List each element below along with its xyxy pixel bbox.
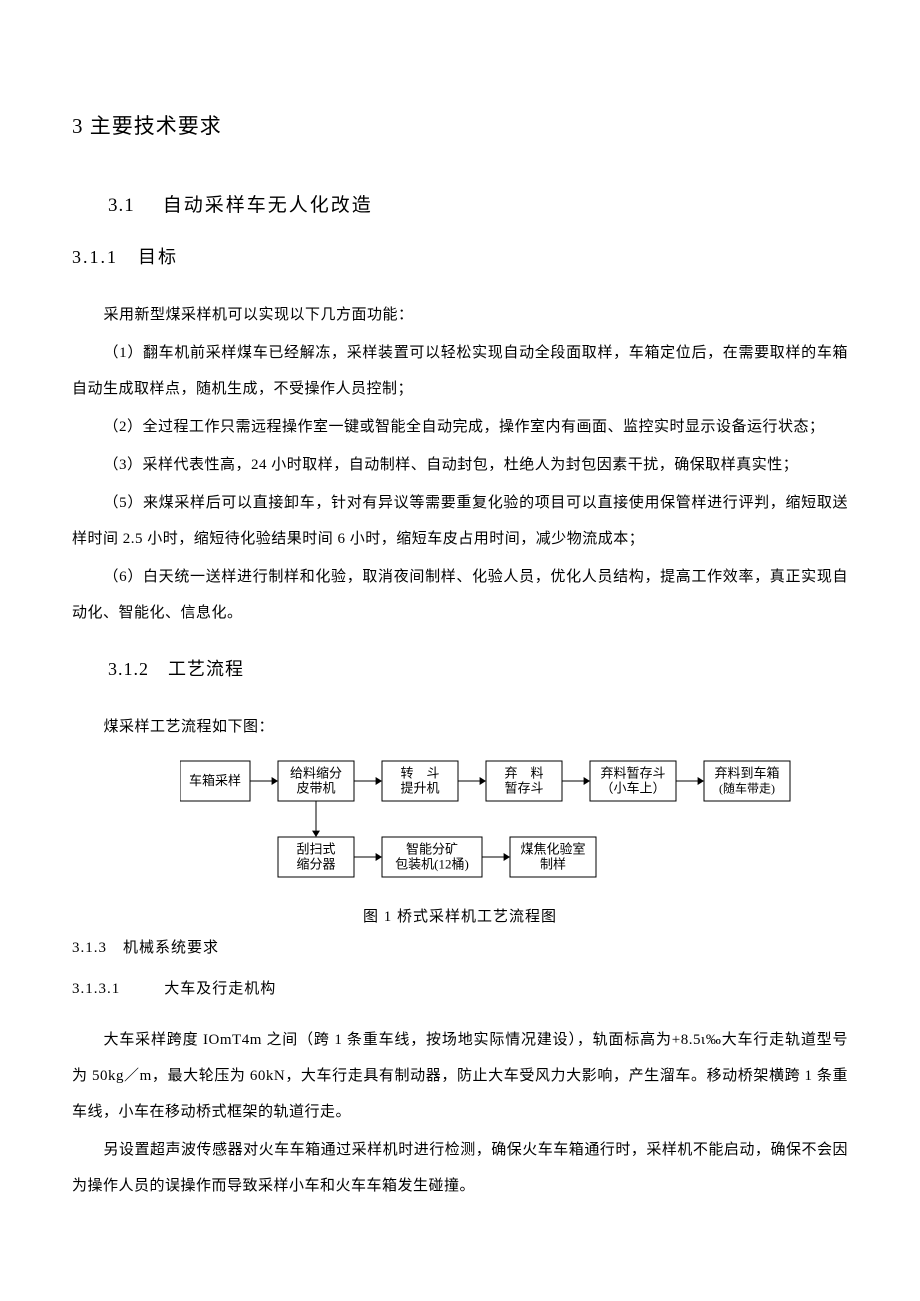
heading-3-1-3-1: 3.1.3.1 大车及行走机构 [72, 977, 848, 998]
heading-text: 自动采样车无人化改造 [163, 195, 373, 216]
flowchart-svg: 车箱采样 给料缩分皮带机 转 斗提升机 弃 料暂存斗 弃料暂存斗（小车上） 弃料到车箱(随… [180, 751, 800, 901]
heading-number: 3.1 [108, 195, 135, 217]
svg-text:包装机(12桶): 包装机(12桶) [395, 856, 469, 871]
paragraph: （3）采样代表性高，24 小时取样，自动制样、自动封包，杜绝人为封包因素干扰，确… [72, 447, 848, 483]
paragraph: 煤采样工艺流程如下图： [72, 709, 848, 745]
svg-text:车箱采样: 车箱采样 [189, 773, 241, 788]
svg-text:煤焦化验室: 煤焦化验室 [520, 841, 585, 856]
paragraph: （2）全过程工作只需远程操作室一键或智能全自动完成，操作室内有画面、监控实时显示… [72, 409, 848, 445]
heading-text: 大车及行走机构 [164, 981, 276, 997]
svg-text:弃 料: 弃 料 [504, 765, 543, 780]
svg-text:刮扫式: 刮扫式 [296, 841, 335, 856]
paragraph: （1）翻车机前采样煤车已经解冻，采样装置可以轻松实现自动全段面取样，车箱定位后，… [72, 335, 848, 407]
paragraph: 大车采样跨度 IOmT4m 之间（跨 1 条重车线，按场地实际情况建设），轨面标… [72, 1022, 848, 1130]
heading-number: 3.1.2 [108, 659, 149, 679]
heading-3-1: 3.1 自动采样车无人化改造 [72, 190, 848, 217]
paragraph: 另设置超声波传感器对火车车箱通过采样机时进行检测，确保火车车箱通行时，采样机不能… [72, 1132, 848, 1204]
svg-text:转 斗: 转 斗 [400, 765, 439, 780]
paragraph-block: 采用新型煤采样机可以实现以下几方面功能： （1）翻车机前采样煤车已经解冻，采样装… [72, 297, 848, 631]
flowchart-caption: 图 1 桥式采样机工艺流程图 [72, 905, 848, 926]
heading-text: 目标 [138, 247, 178, 267]
heading-number: 3.1.3.1 [72, 981, 120, 998]
heading-number: 3.1.1 [72, 247, 118, 267]
svg-text:缩分器: 缩分器 [296, 856, 335, 871]
svg-text:（小车上）: （小车上） [600, 780, 665, 795]
svg-text:给料缩分: 给料缩分 [290, 765, 342, 780]
paragraph: （6）白天统一送样进行制样和化验，取消夜间制样、化验人员，优化人员结构，提高工作… [72, 559, 848, 631]
heading-3-1-1: 3.1.1 目标 [72, 243, 848, 269]
svg-text:(随车带走): (随车带走) [719, 780, 775, 795]
svg-text:弃料到车箱: 弃料到车箱 [714, 765, 779, 780]
heading-number: 3.1.3 [72, 940, 107, 956]
svg-text:制样: 制样 [540, 856, 566, 871]
flowchart: 车箱采样 给料缩分皮带机 转 斗提升机 弃 料暂存斗 弃料暂存斗（小车上） 弃料到车箱(随… [72, 751, 848, 901]
svg-text:智能分矿: 智能分矿 [406, 841, 458, 856]
heading-text: 机械系统要求 [123, 940, 219, 956]
heading-1: 3 主要技术要求 [72, 110, 848, 140]
document-page: 3 主要技术要求 3.1 自动采样车无人化改造 3.1.1 目标 采用新型煤采样机… [0, 0, 920, 1266]
heading-text: 工艺流程 [168, 659, 244, 679]
svg-text:提升机: 提升机 [400, 780, 439, 795]
svg-text:暂存斗: 暂存斗 [504, 780, 543, 795]
heading-3-1-3: 3.1.3 机械系统要求 [72, 936, 848, 957]
heading-3-1-2: 3.1.2 工艺流程 [72, 655, 848, 681]
svg-text:皮带机: 皮带机 [296, 780, 335, 795]
svg-text:弃料暂存斗: 弃料暂存斗 [600, 765, 665, 780]
paragraph: 采用新型煤采样机可以实现以下几方面功能： [72, 297, 848, 333]
paragraph: （5）来煤采样后可以直接卸车，针对有异议等需要重复化验的项目可以直接使用保管样进… [72, 485, 848, 557]
